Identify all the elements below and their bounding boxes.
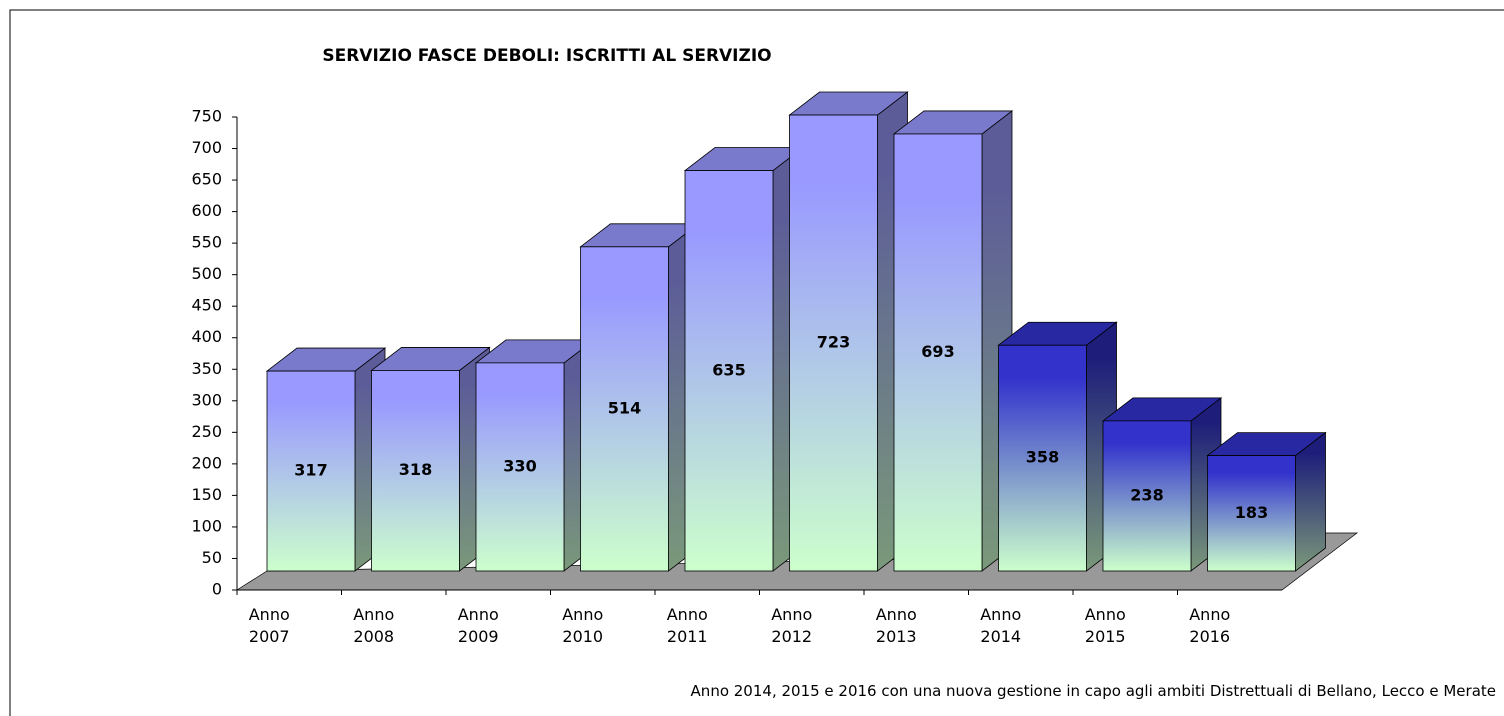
chart-border xyxy=(9,9,1504,716)
x-tick-label: Anno 2008 xyxy=(353,605,395,646)
y-tick-label: 550 xyxy=(191,233,222,252)
y-tick-label: 450 xyxy=(191,296,222,315)
x-tick-label: Anno 2016 xyxy=(1189,605,1231,646)
x-tick-label: Anno 2011 xyxy=(666,605,708,646)
bar-top-shade xyxy=(685,147,803,171)
x-tick-label: Anno 2014 xyxy=(980,605,1022,646)
y-tick-label: 400 xyxy=(191,327,222,346)
data-label: 183 xyxy=(1235,503,1268,522)
bar xyxy=(998,344,1087,572)
y-tick-label: 500 xyxy=(191,264,222,283)
y-tick-label: 750 xyxy=(191,107,222,126)
data-label: 238 xyxy=(1130,485,1163,504)
bar xyxy=(1102,420,1192,572)
y-tick-label: 0 xyxy=(212,580,222,599)
bar-top-shade xyxy=(789,92,908,116)
y-tick-label: 150 xyxy=(191,485,222,504)
x-tick-label: Anno 2009 xyxy=(457,605,499,646)
y-tick-label: 700 xyxy=(191,138,222,157)
bar-top-shade xyxy=(580,223,699,247)
bar-top-shade xyxy=(476,339,594,363)
data-label: 514 xyxy=(608,398,641,417)
bar-top-shade xyxy=(267,348,385,372)
x-tick-label: Anno 2012 xyxy=(771,605,813,646)
y-tick-label: 200 xyxy=(191,453,222,472)
y-tick-label: 100 xyxy=(191,516,222,535)
y-tick-label: 50 xyxy=(202,548,222,567)
data-label: 317 xyxy=(294,461,327,480)
bar-top-shade xyxy=(1103,397,1221,421)
bar-top-shade xyxy=(894,110,1012,134)
y-tick-label: 350 xyxy=(191,359,222,378)
x-tick-label: Anno 2010 xyxy=(562,605,604,646)
chart-title: SERVIZIO FASCE DEBOLI: ISCRITTI AL SERVI… xyxy=(322,46,771,66)
y-tick-label: 300 xyxy=(191,390,222,409)
x-tick-label: Anno 2015 xyxy=(1084,605,1126,646)
bar-top-shade xyxy=(1207,432,1326,456)
bar xyxy=(789,114,878,572)
bar xyxy=(893,133,983,572)
data-label: 693 xyxy=(921,342,954,361)
bar xyxy=(580,246,669,572)
y-tick-label: 250 xyxy=(191,422,222,441)
data-label: 330 xyxy=(503,456,536,475)
y-tick-label: 650 xyxy=(191,170,222,189)
bar-top-shade xyxy=(998,322,1117,346)
x-tick-label: Anno 2013 xyxy=(875,605,917,646)
bar xyxy=(475,362,565,572)
bar xyxy=(684,170,774,572)
data-label: 635 xyxy=(712,360,745,379)
annotation: Anno 2014, 2015 e 2016 con una nuova ges… xyxy=(690,682,1496,700)
y-tick-label: 600 xyxy=(191,201,222,220)
bar-top-shade xyxy=(371,347,490,371)
bar-side-shade xyxy=(1295,432,1326,571)
bar xyxy=(266,370,356,572)
x-tick-label: Anno 2007 xyxy=(248,605,290,646)
data-label: 358 xyxy=(1026,448,1059,467)
data-label: 318 xyxy=(399,460,432,479)
bar xyxy=(371,370,460,572)
data-label: 723 xyxy=(817,333,850,352)
bar xyxy=(1207,455,1296,572)
